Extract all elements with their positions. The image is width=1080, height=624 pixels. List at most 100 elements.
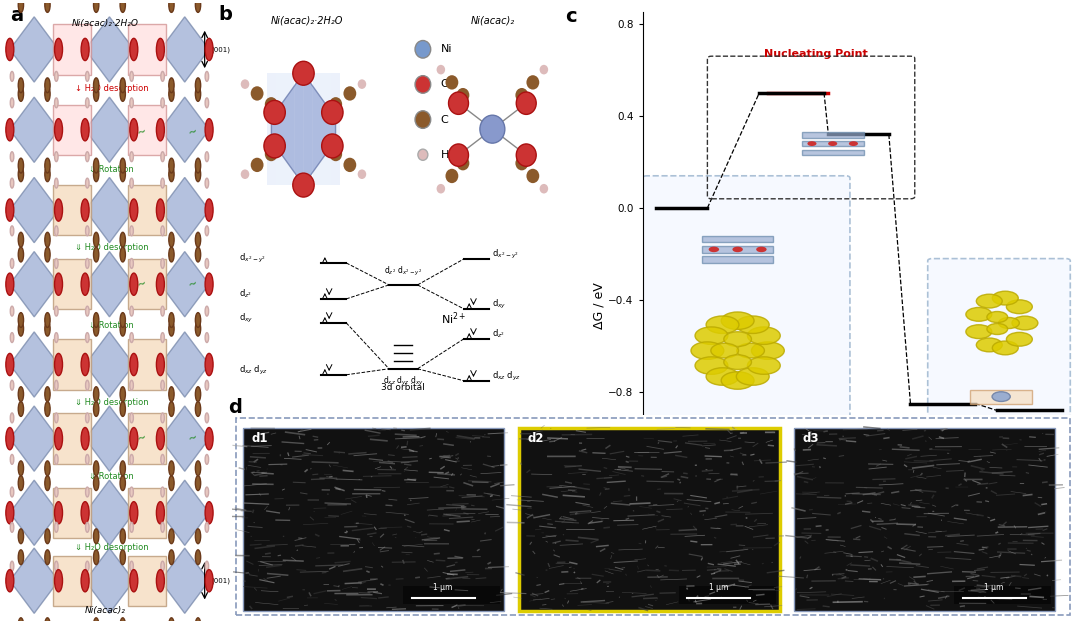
Bar	[295, 73, 303, 185]
Circle shape	[747, 327, 780, 344]
Polygon shape	[10, 97, 58, 162]
Circle shape	[205, 199, 213, 221]
Text: O: O	[441, 79, 449, 89]
Circle shape	[540, 184, 549, 193]
Polygon shape	[10, 480, 58, 545]
Circle shape	[18, 321, 24, 336]
Circle shape	[480, 115, 504, 143]
Circle shape	[55, 570, 63, 592]
Circle shape	[44, 618, 50, 624]
Circle shape	[81, 427, 89, 450]
Polygon shape	[160, 97, 210, 162]
Circle shape	[94, 0, 99, 12]
Circle shape	[130, 454, 133, 464]
Polygon shape	[10, 177, 58, 243]
Circle shape	[721, 372, 754, 389]
Circle shape	[44, 167, 50, 182]
Circle shape	[130, 570, 138, 592]
Circle shape	[85, 258, 89, 268]
Circle shape	[168, 232, 174, 247]
Circle shape	[205, 38, 213, 61]
Polygon shape	[10, 17, 58, 82]
Circle shape	[120, 247, 125, 262]
Text: d$_{xy}$: d$_{xy}$	[240, 311, 254, 324]
Bar	[53, 259, 91, 310]
Circle shape	[11, 561, 14, 571]
Circle shape	[55, 71, 58, 81]
Polygon shape	[271, 73, 336, 185]
Circle shape	[205, 333, 208, 343]
Bar	[53, 339, 91, 390]
Circle shape	[18, 461, 24, 475]
Circle shape	[11, 226, 14, 236]
Bar	[285, 73, 294, 185]
Circle shape	[120, 550, 125, 565]
Text: d$_{z^2}$ d$_{x^2-y^2}$: d$_{z^2}$ d$_{x^2-y^2}$	[384, 265, 422, 278]
Circle shape	[130, 380, 133, 390]
Circle shape	[195, 313, 201, 328]
FancyBboxPatch shape	[928, 258, 1070, 452]
Polygon shape	[160, 332, 210, 397]
Circle shape	[205, 258, 208, 268]
Circle shape	[993, 392, 1010, 401]
Circle shape	[205, 273, 213, 295]
Circle shape	[55, 0, 58, 1]
Circle shape	[241, 79, 249, 89]
Circle shape	[120, 461, 125, 475]
Circle shape	[11, 178, 14, 188]
Polygon shape	[85, 251, 134, 317]
Circle shape	[161, 454, 164, 464]
Circle shape	[11, 413, 14, 423]
Circle shape	[436, 184, 445, 193]
Circle shape	[81, 353, 89, 376]
Polygon shape	[160, 177, 210, 243]
Bar	[801, 141, 864, 147]
Circle shape	[168, 475, 174, 490]
Circle shape	[94, 618, 99, 624]
Text: 1 μm: 1 μm	[984, 583, 1003, 592]
Circle shape	[195, 461, 201, 475]
Text: d$_{x^2-y^2}$: d$_{x^2-y^2}$	[492, 248, 519, 261]
Text: d: d	[228, 399, 242, 417]
Bar	[332, 73, 340, 185]
Text: ~: ~	[136, 278, 149, 291]
Text: H: H	[441, 150, 449, 160]
Circle shape	[966, 308, 991, 321]
Polygon shape	[85, 17, 134, 82]
Circle shape	[357, 79, 366, 89]
Text: d$_{z^2}$: d$_{z^2}$	[240, 288, 253, 300]
Bar	[53, 185, 91, 235]
Circle shape	[205, 454, 208, 464]
Text: ⇓ H₂O desorption: ⇓ H₂O desorption	[75, 544, 148, 552]
Circle shape	[691, 342, 724, 359]
Circle shape	[329, 147, 342, 161]
Circle shape	[526, 76, 539, 90]
Circle shape	[130, 502, 138, 524]
Text: Nucleating Point: Nucleating Point	[764, 49, 867, 59]
Circle shape	[5, 199, 14, 221]
Circle shape	[55, 454, 58, 464]
Text: C: C	[441, 115, 448, 125]
Text: c: c	[565, 7, 577, 26]
Circle shape	[120, 78, 125, 93]
Circle shape	[987, 311, 1008, 323]
Circle shape	[130, 522, 133, 532]
Circle shape	[157, 570, 164, 592]
Circle shape	[293, 173, 314, 197]
Circle shape	[44, 158, 50, 173]
Bar	[129, 24, 166, 75]
Circle shape	[130, 199, 138, 221]
Circle shape	[415, 41, 431, 58]
Circle shape	[55, 199, 63, 221]
Text: Ni(acac)₂·2H₂O: Ni(acac)₂·2H₂O	[71, 19, 138, 27]
Text: 3d orbital: 3d orbital	[381, 383, 426, 392]
Circle shape	[322, 134, 343, 158]
Circle shape	[157, 38, 164, 61]
Circle shape	[94, 461, 99, 475]
Circle shape	[81, 502, 89, 524]
Text: (001): (001)	[212, 46, 230, 52]
Circle shape	[85, 152, 89, 162]
Circle shape	[205, 427, 213, 450]
Circle shape	[205, 413, 208, 423]
Circle shape	[130, 38, 138, 61]
